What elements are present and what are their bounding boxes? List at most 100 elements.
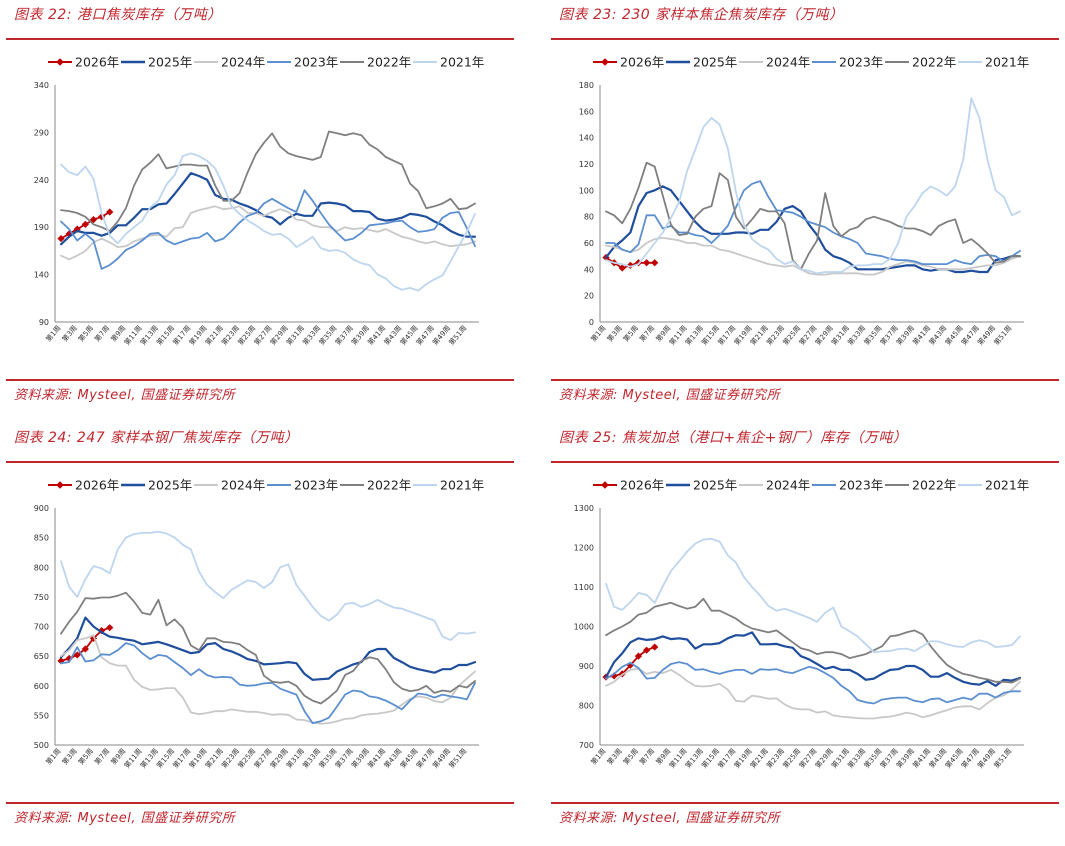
series-line-2022年 <box>605 161 1021 271</box>
series-line-2024年 <box>60 205 476 261</box>
y-tick-label: 0 <box>589 318 594 327</box>
y-tick-label: 900 <box>579 662 594 671</box>
source-note: 资料来源: Mysteel, 国盛证券研究所 <box>559 388 781 403</box>
legend-label: 2023年 <box>839 55 883 70</box>
x-tick-label: 第5周 <box>76 747 95 767</box>
chart-title: 图表 24: 247 家样本钢厂焦炭库存（万吨） <box>14 430 299 446</box>
source-divider <box>6 379 514 381</box>
series-line-2023年 <box>60 642 476 725</box>
source-note: 资料来源: Mysteel, 国盛证券研究所 <box>14 811 236 826</box>
title-divider <box>6 461 514 463</box>
y-tick-label: 290 <box>34 128 49 137</box>
data-point-marker <box>57 234 65 243</box>
legend-label: 2021年 <box>440 55 484 70</box>
line-chart: 90140190240290340第1周第3周第5周第7周第9周第11周第13周… <box>34 55 485 347</box>
y-tick-label: 160 <box>579 107 594 116</box>
y-tick-label: 240 <box>34 176 49 185</box>
data-point-marker <box>65 230 73 238</box>
legend-label: 2024年 <box>766 55 810 70</box>
x-tick-label: 第7周 <box>92 324 111 344</box>
series-line-2022年 <box>60 591 476 705</box>
title-divider <box>551 461 1059 463</box>
x-tick-label: 第5周 <box>76 324 95 344</box>
y-tick-label: 800 <box>34 563 49 572</box>
source-divider <box>551 802 1059 804</box>
data-point-marker <box>89 216 98 224</box>
legend-label: 2024年 <box>221 478 265 493</box>
series-line-2025年 <box>59 616 477 681</box>
data-point-marker <box>106 624 114 632</box>
y-tick-label: 120 <box>579 160 594 169</box>
legend-label: 2021年 <box>985 478 1029 493</box>
x-tick-label: 第51周 <box>447 324 469 347</box>
y-tick-label: 1000 <box>574 623 594 632</box>
x-tick-label: 第51周 <box>992 324 1014 347</box>
legend-label: 2021年 <box>985 55 1029 70</box>
legend-label: 2024年 <box>766 478 810 493</box>
legend-label: 2026年 <box>75 55 119 70</box>
series-line-2021年 <box>60 152 476 292</box>
data-point-marker <box>651 643 659 651</box>
y-tick-label: 1300 <box>574 504 594 513</box>
source-note: 资料来源: Mysteel, 国盛证券研究所 <box>14 388 236 403</box>
legend-label: 2024年 <box>221 55 265 70</box>
series-line-2021年 <box>60 530 476 642</box>
legend-label: 2025年 <box>148 478 192 493</box>
chart-title: 图表 23: 230 家样本焦企焦炭库存（万吨） <box>559 7 844 23</box>
chart-panel-1: 图表 22: 港口焦炭库存（万吨） 90 140 190 240 290 340 第1周 第3… <box>0 0 520 423</box>
x-tick-label: 第3周 <box>60 324 79 344</box>
y-tick-label: 900 <box>34 504 49 513</box>
title-divider <box>551 38 1059 40</box>
series-line-2025年 <box>59 172 477 246</box>
x-tick-label: 第7周 <box>637 324 656 344</box>
y-tick-label: 20 <box>584 292 594 301</box>
legend-label: 2026年 <box>620 478 664 493</box>
legend-marker <box>56 481 64 489</box>
data-point-marker <box>634 652 643 660</box>
legend-marker <box>601 58 609 66</box>
legend-label: 2021年 <box>440 478 484 493</box>
series-line-2024年 <box>605 667 1021 720</box>
chart-panel-4: 图表 25: 焦炭加总（港口+焦企+钢厂）库存（万吨） 700 800 900 100… <box>545 423 1065 846</box>
y-tick-label: 80 <box>584 213 594 222</box>
series-line-2023年 <box>605 661 1021 705</box>
y-tick-label: 650 <box>34 652 49 661</box>
y-tick-label: 800 <box>579 702 594 711</box>
data-point-marker <box>73 651 81 659</box>
data-point-marker <box>651 259 659 267</box>
series-line-2022年 <box>605 597 1021 684</box>
x-tick-label: 第3周 <box>605 324 624 344</box>
source-divider <box>551 379 1059 381</box>
series-line-2022年 <box>60 130 476 232</box>
y-tick-label: 190 <box>34 223 49 232</box>
data-point-marker <box>642 259 651 267</box>
y-tick-label: 700 <box>34 623 49 632</box>
x-tick-label: 第5周 <box>621 747 640 767</box>
y-tick-label: 550 <box>34 711 49 720</box>
y-tick-label: 850 <box>34 534 49 543</box>
legend-marker <box>601 481 609 489</box>
series-line-2023年 <box>60 189 476 270</box>
y-tick-label: 500 <box>34 741 49 750</box>
x-tick-label: 第3周 <box>605 747 624 767</box>
legend-label: 2025年 <box>693 55 737 70</box>
chart-panel-3: 图表 24: 247 家样本钢厂焦炭库存（万吨） 500 550 600 650 700… <box>0 423 520 846</box>
y-tick-label: 140 <box>579 134 594 143</box>
x-tick-label: 第7周 <box>637 747 656 767</box>
legend-label: 2022年 <box>367 478 411 493</box>
legend-label: 2023年 <box>839 478 883 493</box>
y-tick-label: 1100 <box>574 583 594 592</box>
chart-title: 图表 25: 焦炭加总（港口+焦企+钢厂）库存（万吨） <box>559 430 908 446</box>
y-tick-label: 40 <box>584 265 594 274</box>
legend-label: 2025年 <box>148 55 192 70</box>
series-line-2024年 <box>60 634 476 725</box>
line-chart: 020406080100120140160180第1周第3周第5周第7周第9周第… <box>579 55 1030 347</box>
title-divider <box>6 38 514 40</box>
data-point-marker <box>106 208 114 216</box>
legend-label: 2023年 <box>294 478 338 493</box>
legend-label: 2022年 <box>912 55 956 70</box>
line-chart: 500550600650700750800850900第1周第3周第5周第7周第… <box>34 478 485 770</box>
line-chart: 7008009001000110012001300第1周第3周第5周第7周第9周… <box>574 478 1030 770</box>
y-tick-label: 180 <box>579 81 594 90</box>
chart-title: 图表 22: 港口焦炭库存（万吨） <box>14 7 222 23</box>
